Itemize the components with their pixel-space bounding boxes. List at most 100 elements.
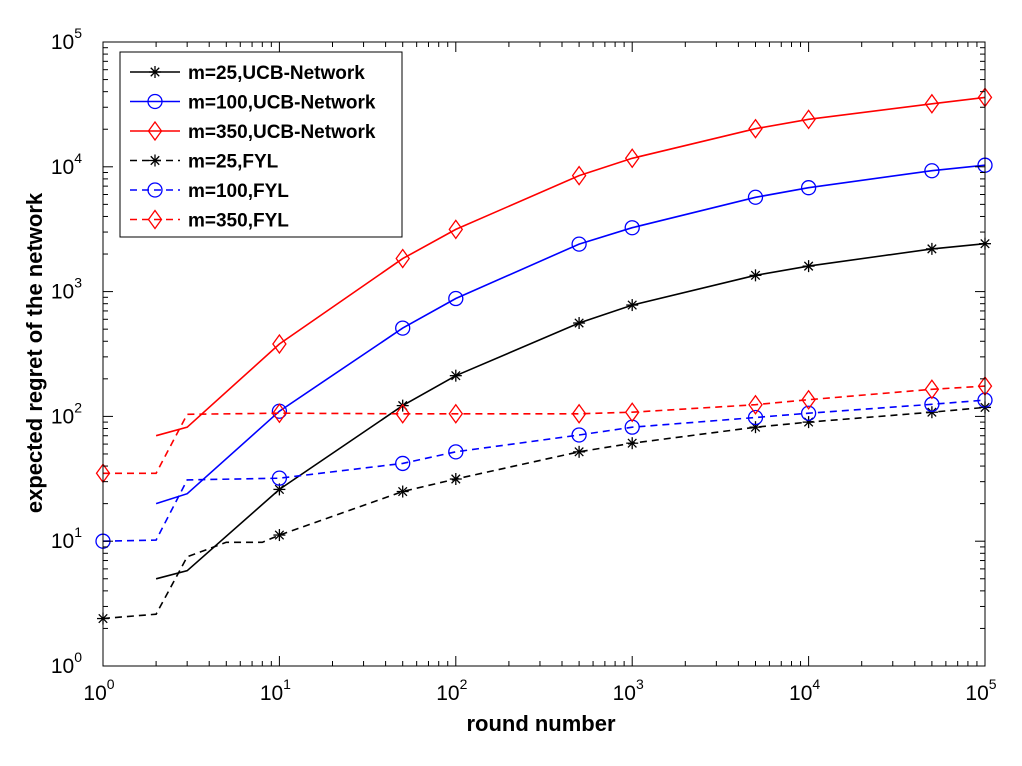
data-point xyxy=(395,320,411,336)
marker-circle xyxy=(395,320,411,336)
marker-diamond xyxy=(748,394,763,415)
data-point xyxy=(924,93,940,114)
data-point xyxy=(747,409,764,426)
data-point xyxy=(448,444,464,460)
series-line xyxy=(102,406,986,620)
marker-stroke xyxy=(150,67,160,77)
legend-marker xyxy=(147,209,163,230)
data-point xyxy=(448,290,464,307)
data-point xyxy=(573,445,586,458)
marker-diamond xyxy=(448,219,464,240)
data-point xyxy=(571,427,587,443)
data-point xyxy=(449,473,462,486)
data-point xyxy=(448,403,464,424)
data-point xyxy=(624,402,640,423)
legend-label: m=350,FYL xyxy=(188,211,289,232)
legend-label: m=350,UCB-Network xyxy=(188,122,376,143)
data-point xyxy=(395,248,410,269)
legend-entry: m=100,FYL xyxy=(130,181,289,202)
marker-circle xyxy=(147,182,163,198)
y-axis-label: expected regret of the network xyxy=(22,192,47,513)
marker-circle xyxy=(800,405,817,421)
y-tick-exponent: 2 xyxy=(74,399,82,415)
data-point xyxy=(748,394,763,415)
marker-circle xyxy=(800,180,817,196)
x-tick-exponent: 3 xyxy=(636,676,644,692)
data-point xyxy=(448,219,464,240)
series-line xyxy=(103,385,986,475)
marker-stroke xyxy=(574,318,584,328)
marker-circle xyxy=(448,444,464,460)
marker-circle xyxy=(571,427,587,443)
marker-diamond xyxy=(395,248,410,269)
data-point xyxy=(800,405,817,421)
data-point xyxy=(272,403,287,424)
marker-circle xyxy=(747,189,764,205)
plot-frame xyxy=(102,41,986,667)
marker-diamond xyxy=(147,209,163,230)
marker-diamond xyxy=(448,403,464,424)
marker-stroke xyxy=(574,447,584,457)
x-tick-exponent: 0 xyxy=(107,676,115,692)
data-point xyxy=(571,165,587,186)
marker-diamond xyxy=(272,403,287,424)
marker-stroke xyxy=(274,530,285,540)
marker-stroke xyxy=(451,474,461,484)
data-point xyxy=(626,299,639,312)
marker-diamond xyxy=(571,165,587,186)
marker-diamond xyxy=(801,389,816,410)
marker-diamond xyxy=(395,403,410,424)
legend-label: m=100,UCB-Network xyxy=(188,93,376,114)
x-tick-exponent: 1 xyxy=(283,676,291,692)
data-point xyxy=(395,455,411,472)
marker-circle xyxy=(395,455,411,472)
legend-entry: m=25,FYL xyxy=(130,152,279,173)
data-point xyxy=(573,317,586,330)
data-point xyxy=(925,406,938,419)
marker-stroke xyxy=(927,407,937,417)
data-point xyxy=(801,109,816,130)
marker-stroke xyxy=(451,370,461,381)
x-axis-label: round number xyxy=(466,711,616,736)
legend-label: m=25,FYL xyxy=(188,152,279,173)
legend-entry: m=25,UCB-Network xyxy=(130,63,365,84)
legend-entry: m=350,FYL xyxy=(130,209,289,232)
marker-diamond xyxy=(624,148,640,169)
marker-diamond xyxy=(147,120,163,142)
x-tick-exponent: 2 xyxy=(460,676,468,692)
marker-circle xyxy=(747,409,764,426)
marker-circle xyxy=(924,163,940,179)
series-layer xyxy=(95,87,993,625)
y-tick-exponent: 0 xyxy=(74,649,82,665)
marker-diamond xyxy=(924,93,940,114)
marker-stroke xyxy=(627,300,637,310)
data-point xyxy=(273,529,286,542)
legend-entry: m=100,UCB-Network xyxy=(130,93,376,114)
series-line xyxy=(102,399,986,542)
legend-marker xyxy=(149,66,161,78)
marker-circle xyxy=(448,290,464,307)
marker-diamond xyxy=(924,379,940,400)
data-point xyxy=(924,379,940,400)
marker-stroke xyxy=(627,438,637,448)
y-tick-exponent: 1 xyxy=(74,524,82,540)
data-point xyxy=(747,189,764,205)
data-point xyxy=(925,242,938,255)
marker-stroke xyxy=(927,244,937,254)
series-line xyxy=(155,164,986,505)
x-tick-exponent: 4 xyxy=(812,676,820,692)
legend-marker xyxy=(147,93,163,110)
marker-diamond xyxy=(624,402,640,423)
data-point xyxy=(395,403,410,424)
data-point xyxy=(749,269,762,282)
data-point xyxy=(449,369,462,382)
legend: m=25,UCB-Network m=100,UCB-Network m=350,U… xyxy=(119,51,403,238)
marker-diamond xyxy=(801,109,816,130)
data-point xyxy=(271,470,288,486)
data-point xyxy=(624,220,640,236)
data-point xyxy=(801,389,816,410)
legend-label: m=100,FYL xyxy=(188,181,289,202)
data-point xyxy=(272,333,287,355)
marker-diamond xyxy=(571,403,587,424)
